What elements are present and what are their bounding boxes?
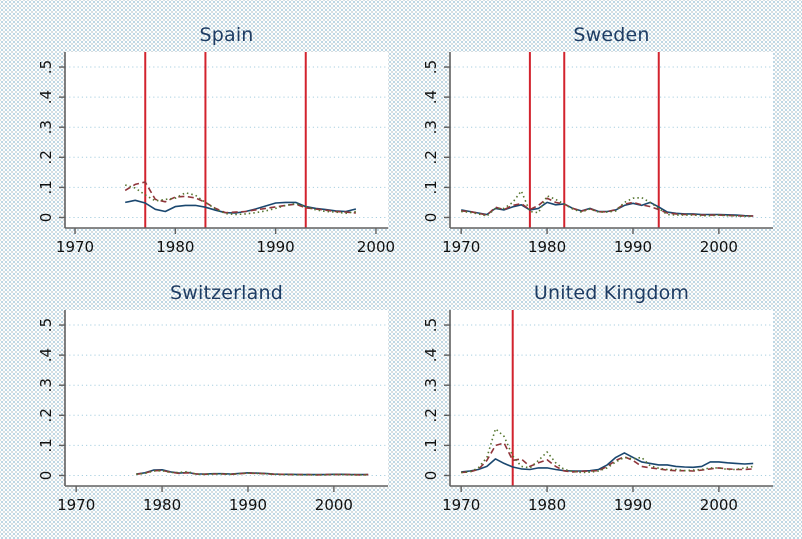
series-green-dot — [461, 190, 754, 218]
x-tick-label: 1980 — [156, 238, 194, 256]
x-tick-label: 1970 — [56, 238, 94, 256]
panel-title-uk: United Kingdom — [533, 282, 690, 304]
series-maroon-dash — [461, 442, 754, 474]
x-tick-label: 1980 — [528, 496, 566, 514]
x-tick-label: 2000 — [357, 238, 395, 256]
y-tick-label: 0 — [37, 213, 55, 223]
x-tick-label: 1990 — [257, 238, 295, 256]
y-tick-label: .1 — [37, 180, 55, 194]
series-green-dot — [136, 469, 369, 476]
x-tick-label: 2000 — [700, 238, 738, 256]
y-tick-label: .2 — [37, 150, 55, 164]
y-tick-label: .2 — [37, 408, 55, 422]
plot-area — [65, 310, 388, 486]
x-tick-label: 2000 — [700, 496, 738, 514]
y-tick-label: .4 — [422, 90, 440, 104]
x-tick-label: 1990 — [229, 496, 267, 514]
y-tick-label: 0 — [37, 471, 55, 481]
x-tick-label: 2000 — [315, 496, 353, 514]
y-tick-label: .5 — [37, 318, 55, 332]
x-tick-label: 1970 — [442, 238, 480, 256]
y-tick-label: .2 — [422, 150, 440, 164]
spain-chart-canvas: 0 .1 .2 .3 .4 .5 1970 1980 1990 2000 — [37, 52, 395, 256]
y-tick-label: .4 — [37, 90, 55, 104]
y-tick-label: .1 — [422, 180, 440, 194]
y-tick-label: .1 — [37, 438, 55, 452]
y-tick-label: .3 — [37, 120, 55, 134]
switzerland-chart-canvas: 0 .1 .2 .3 .4 .5 1970 1980 1990 2000 — [37, 310, 388, 514]
uk-chart-canvas: 0 .1 .2 .3 .4 .5 1970 1980 1990 2000 — [422, 310, 773, 514]
panel-uk: United Kingdom 0 .1 .2 .3 .4 .5 1970 1980 1990 20… — [405, 272, 787, 522]
series-maroon-dash — [124, 181, 356, 214]
panel-title-spain: Spain — [199, 24, 254, 46]
y-tick-label: .4 — [422, 348, 440, 362]
y-tick-label: .5 — [422, 318, 440, 332]
plot-area — [65, 52, 388, 228]
x-tick-label: 1970 — [57, 496, 95, 514]
y-tick-label: .3 — [422, 120, 440, 134]
y-tick-label: .2 — [422, 408, 440, 422]
y-tick-label: .3 — [422, 378, 440, 392]
panel-title-sweden: Sweden — [573, 24, 650, 46]
y-tick-label: .3 — [37, 378, 55, 392]
y-tick-label: .4 — [37, 348, 55, 362]
x-tick-label: 1980 — [143, 496, 181, 514]
series-green-dot — [124, 184, 357, 216]
plot-area — [450, 52, 773, 228]
y-tick-label: .5 — [422, 60, 440, 74]
y-tick-label: 0 — [422, 213, 440, 223]
y-tick-label: .5 — [37, 60, 55, 74]
x-tick-label: 1970 — [442, 496, 480, 514]
x-tick-label: 1990 — [614, 238, 652, 256]
panel-switzerland: Switzerland 0 .1 .2 .3 .4 .5 1970 1980 1990 2000 — [20, 272, 402, 522]
sweden-chart-canvas: 0 .1 .2 .3 .4 .5 1970 1980 1990 2000 — [422, 52, 773, 256]
panel-spain: Spain 0 .1 .2 .3 .4 .5 1970 1980 1990 2000 — [20, 14, 402, 264]
x-tick-label: 1980 — [528, 238, 566, 256]
x-tick-label: 1990 — [614, 496, 652, 514]
panel-title-switzerland: Switzerland — [169, 282, 284, 304]
series-green-dot — [461, 428, 754, 474]
panel-sweden: Sweden 0 .1 .2 .3 .4 .5 1970 1980 1990 2000 — [405, 14, 787, 264]
y-tick-label: .1 — [422, 438, 440, 452]
y-tick-label: 0 — [422, 471, 440, 481]
series-navy-solid — [461, 452, 754, 473]
plot-area — [450, 310, 773, 486]
